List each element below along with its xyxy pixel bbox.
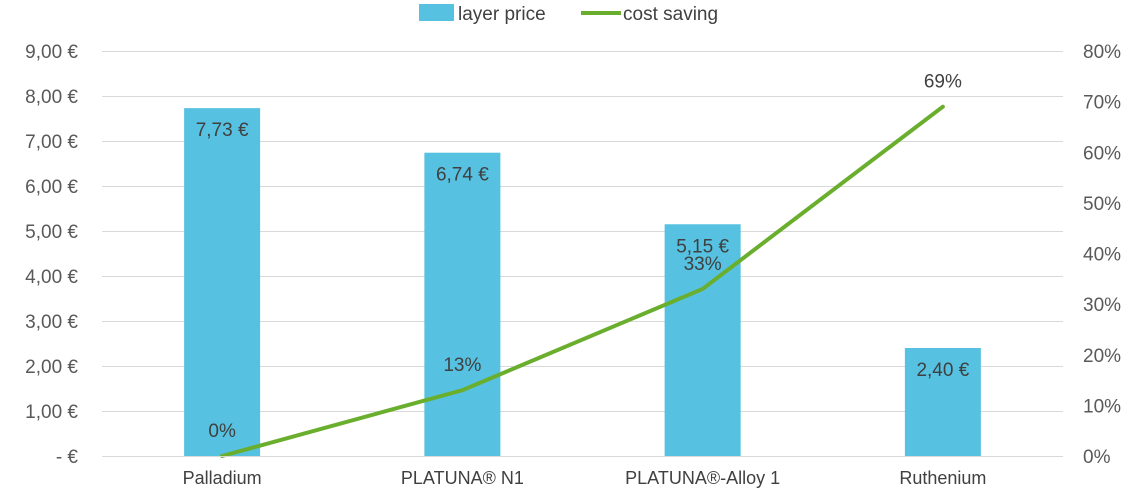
line-value-label: 0%	[208, 421, 236, 442]
left-axis-tick-label: 4,00 €	[25, 267, 78, 288]
left-axis-tick-label: 7,00 €	[25, 132, 78, 153]
x-axis-category-label: Palladium	[183, 468, 262, 488]
left-axis-tick-label: 2,00 €	[25, 357, 78, 378]
bar-value-label: 5,15 €	[676, 236, 729, 257]
x-axis-category-label: Ruthenium	[899, 468, 986, 488]
x-axis-category-label: PLATUNA® N1	[401, 468, 524, 488]
left-axis-tick-label: 3,00 €	[25, 312, 78, 333]
axes: - € 1,00 € 2,00 € 3,00 € 4,00 € 5,00 € 6,00 € 7…	[25, 42, 1121, 488]
right-axis-tick-label: 10%	[1083, 396, 1121, 417]
right-axis-tick-label: 20%	[1083, 346, 1121, 367]
bar	[184, 108, 261, 457]
gridlines	[102, 51, 1063, 457]
left-axis-tick-label: 8,00 €	[25, 87, 78, 108]
cost-saving-line	[220, 104, 945, 458]
bar-series	[184, 108, 981, 457]
right-axis-tick-label: 30%	[1083, 295, 1121, 316]
right-axis-tick-label: 80%	[1083, 42, 1121, 63]
legend-label-layer-price: layer price	[458, 4, 546, 25]
left-axis-tick-label: 9,00 €	[25, 42, 78, 63]
left-axis-tick-label: 5,00 €	[25, 222, 78, 243]
right-axis-tick-label: 70%	[1083, 93, 1121, 114]
legend-label-cost-saving: cost saving	[623, 4, 718, 25]
legend: layer price cost saving	[419, 4, 718, 25]
right-axis-tick-label: 50%	[1083, 194, 1121, 215]
left-axis-tick-label: 6,00 €	[25, 177, 78, 198]
bar-value-label: 2,40 €	[916, 360, 969, 381]
bar-value-label: 7,73 €	[196, 120, 249, 141]
bar-value-label: 6,74 €	[436, 165, 489, 186]
line-value-label: 33%	[684, 254, 722, 275]
right-axis-tick-label: 60%	[1083, 143, 1121, 164]
line-series	[220, 104, 945, 458]
bar	[424, 152, 501, 456]
x-axis-category-label: PLATUNA®-Alloy 1	[625, 468, 780, 488]
left-axis-tick-label: 1,00 €	[25, 402, 78, 423]
right-axis-tick-label: 40%	[1083, 245, 1121, 266]
line-value-label: 69%	[924, 72, 962, 93]
left-axis-tick-label: - €	[56, 447, 79, 468]
legend-swatch-layer-price	[419, 4, 454, 21]
line-value-label: 13%	[443, 355, 481, 376]
data-labels: 7,73 € 6,74 € 5,15 € 2,40 € 0% 13% 33% 69%	[196, 72, 970, 442]
bar	[664, 224, 741, 456]
right-axis-tick-label: 0%	[1083, 447, 1111, 468]
bar	[904, 348, 981, 456]
